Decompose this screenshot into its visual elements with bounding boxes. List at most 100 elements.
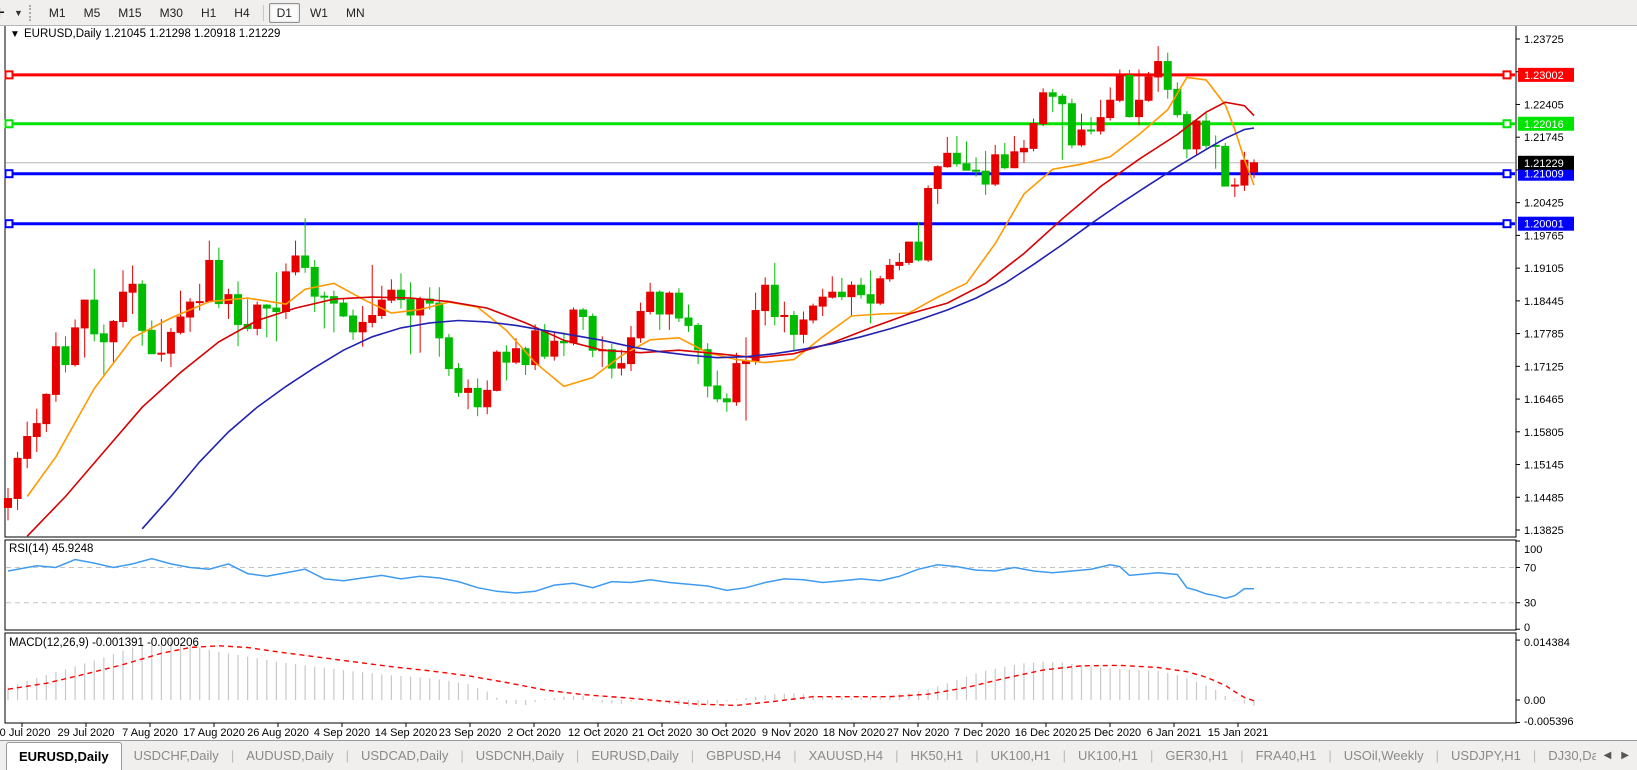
timeframe-button-w1[interactable]: W1 bbox=[309, 5, 328, 20]
hline-right-handle[interactable] bbox=[1502, 169, 1512, 179]
price-tick-label: 1.15805 bbox=[1524, 427, 1564, 439]
candle-body bbox=[770, 284, 779, 317]
chart-tab-xauusdh4[interactable]: XAUUSD,H4 bbox=[808, 748, 884, 763]
hline-right-handle[interactable] bbox=[1502, 119, 1512, 129]
timeframe-button-h1[interactable]: H1 bbox=[200, 5, 217, 20]
chart-tab-usdjpyh1[interactable]: USDJPY,H1 bbox=[1451, 748, 1521, 763]
timeframe-button-m15[interactable]: M15 bbox=[118, 5, 142, 20]
hline-1.20001[interactable] bbox=[4, 219, 1516, 229]
candle-body bbox=[569, 309, 578, 344]
candle-body bbox=[761, 284, 770, 312]
candle-body bbox=[281, 271, 290, 313]
chart-tab-fra40h1[interactable]: FRA40,H1 bbox=[1255, 748, 1317, 763]
ma-mid-line[interactable] bbox=[26, 101, 1255, 537]
hline-1.22016[interactable] bbox=[4, 119, 1516, 129]
chart-tab-uk100h1[interactable]: UK100,H1 bbox=[1077, 748, 1138, 763]
timeframe-button-m30[interactable]: M30 bbox=[159, 5, 183, 20]
hline-right-handle[interactable] bbox=[1502, 219, 1512, 229]
chart-tab-eurusddaily[interactable]: EURUSD,Daily bbox=[591, 748, 679, 763]
candle-body bbox=[454, 368, 463, 393]
candle-body bbox=[90, 299, 99, 335]
candle-body bbox=[4, 498, 12, 508]
candle-body bbox=[540, 330, 549, 357]
hline-left-handle[interactable] bbox=[4, 219, 14, 229]
price-tick-label: 1.17125 bbox=[1524, 361, 1564, 373]
timeframe-button-m5[interactable]: M5 bbox=[83, 5, 101, 20]
date-tick-label: 15 Jan 2021 bbox=[1208, 727, 1269, 739]
chevron-down-icon[interactable]: ▼ bbox=[14, 7, 23, 18]
tab-separator: | bbox=[460, 748, 464, 763]
price-tick-label: 1.22405 bbox=[1524, 99, 1564, 111]
hline-1.23002[interactable] bbox=[4, 70, 1516, 80]
candle-body bbox=[214, 259, 223, 305]
chart-tab-ger30h1[interactable]: GER30,H1 bbox=[1165, 748, 1229, 763]
timeframe-button-mn[interactable]: MN bbox=[345, 5, 365, 20]
candle-body bbox=[511, 348, 520, 363]
timeframe-button-d1[interactable]: D1 bbox=[268, 2, 300, 23]
date-tick-label: 9 Nov 2020 bbox=[762, 727, 818, 739]
candle-body bbox=[444, 337, 453, 370]
timeframe-button-h4[interactable]: H4 bbox=[234, 5, 250, 20]
chart-tab-usdcaddaily[interactable]: USDCAD,Daily bbox=[361, 748, 449, 763]
tab-scroll-left-icon[interactable]: ◀ bbox=[1603, 750, 1612, 761]
candle-body bbox=[732, 363, 741, 403]
timeframe-button-m1[interactable]: M1 bbox=[48, 5, 66, 20]
candle-body bbox=[1202, 120, 1211, 146]
candle-body bbox=[109, 320, 118, 343]
hline-right-handle[interactable] bbox=[1502, 70, 1512, 80]
candle-body bbox=[857, 284, 866, 296]
chart-tab-hk50h1[interactable]: HK50,H1 bbox=[910, 748, 964, 763]
chart-tab-usdcnhdaily[interactable]: USDCNH,Daily bbox=[475, 748, 564, 763]
date-tick-label: 18 Nov 2020 bbox=[823, 727, 885, 739]
tab-scroll-right-icon[interactable]: ▶ bbox=[1621, 750, 1629, 761]
hline-price-label: 1.22016 bbox=[1518, 116, 1574, 131]
hline-left-handle[interactable] bbox=[4, 70, 14, 80]
candle-body bbox=[416, 298, 425, 316]
date-tick-label: 30 Oct 2020 bbox=[696, 727, 756, 739]
candle-body bbox=[579, 309, 588, 317]
date-tick-label: 4 Sep 2020 bbox=[314, 727, 370, 739]
candle-body bbox=[665, 292, 674, 315]
candle-body bbox=[272, 307, 281, 313]
candle-body bbox=[349, 315, 358, 333]
candle-body bbox=[1106, 99, 1115, 119]
move-crosshair-icon[interactable]: ✛ bbox=[0, 5, 14, 21]
timeframe-button-group: M1 M5 M15 M30 H1 H4 D1 W1 MN bbox=[40, 2, 374, 23]
candle-body bbox=[866, 294, 875, 304]
candle-body bbox=[492, 351, 501, 391]
candle-body bbox=[1182, 114, 1191, 150]
candle-body bbox=[1000, 154, 1009, 169]
chart-tab-usdchfdaily[interactable]: USDCHF,Daily bbox=[133, 748, 219, 763]
chart-tab-audusddaily[interactable]: AUDUSD,Daily bbox=[246, 748, 334, 763]
chart-tab-dj30daily[interactable]: DJ30,Daily bbox=[1548, 748, 1596, 763]
hline-left-handle[interactable] bbox=[4, 119, 14, 129]
candle-body bbox=[176, 316, 185, 333]
candle-body bbox=[1125, 74, 1134, 118]
chart-tab-eurusddaily[interactable]: EURUSD,Daily bbox=[6, 742, 122, 770]
chart-tab-usoilweekly[interactable]: USOil,Weekly bbox=[1343, 748, 1424, 763]
macd-tick-label: 0.014384 bbox=[1524, 637, 1570, 649]
candle-body bbox=[234, 294, 243, 325]
symbol-dropdown-icon[interactable]: ▼ bbox=[10, 29, 20, 40]
chart-tab-gbpusdh4[interactable]: GBPUSD,H4 bbox=[706, 748, 782, 763]
date-tick-label: 16 Dec 2020 bbox=[1015, 727, 1077, 739]
rsi-tick-label: 100 bbox=[1524, 544, 1542, 556]
tab-separator: | bbox=[345, 748, 349, 763]
candle-body bbox=[885, 264, 894, 280]
tab-scrollers: ◀ ▶ bbox=[1596, 741, 1637, 770]
candle-body bbox=[837, 291, 846, 298]
chart-tab-uk100h1[interactable]: UK100,H1 bbox=[990, 748, 1051, 763]
candle-body bbox=[588, 315, 597, 351]
macd-signal-line[interactable] bbox=[7, 645, 1255, 707]
tab-separator: | bbox=[1532, 748, 1537, 763]
rsi-line[interactable] bbox=[7, 557, 1255, 600]
hline-left-handle[interactable] bbox=[4, 169, 14, 179]
toolbar-grip-handle[interactable] bbox=[28, 4, 34, 21]
hline-1.21009[interactable] bbox=[4, 169, 1516, 179]
macd-histogram bbox=[7, 640, 1255, 707]
candle-body bbox=[291, 255, 300, 273]
chart-tabs: EURUSD,Daily USDCHF,Daily | AUDUSD,Daily | US… bbox=[0, 741, 1596, 770]
candle-body bbox=[646, 291, 655, 313]
ma-slow-line[interactable] bbox=[141, 127, 1255, 530]
